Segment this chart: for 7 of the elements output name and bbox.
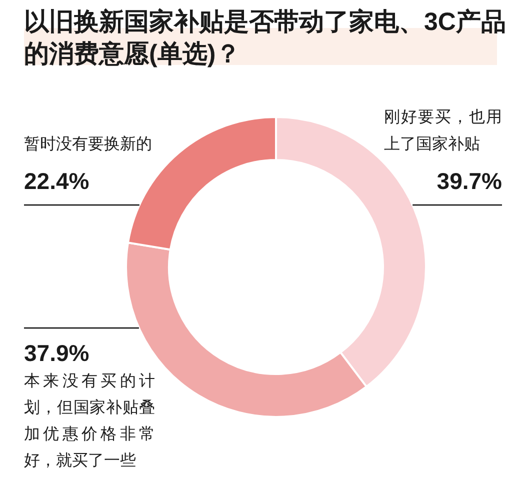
data-label: 22.4% [24, 168, 90, 194]
data-label: 37.9% [24, 340, 90, 366]
slice-label: 暂时没有要换新的 [24, 135, 152, 153]
slice-label: 本来没有买的计划，但国家补贴叠加优惠价格非常好，就买了一些 [24, 372, 155, 470]
chart-title: 以旧换新国家补贴是否带动了家电、3C产品的消费意愿(单选)？ [24, 8, 506, 68]
slice-label: 刚好要买，也用上了国家补贴 [384, 108, 502, 153]
data-label: 39.7% [436, 168, 502, 194]
